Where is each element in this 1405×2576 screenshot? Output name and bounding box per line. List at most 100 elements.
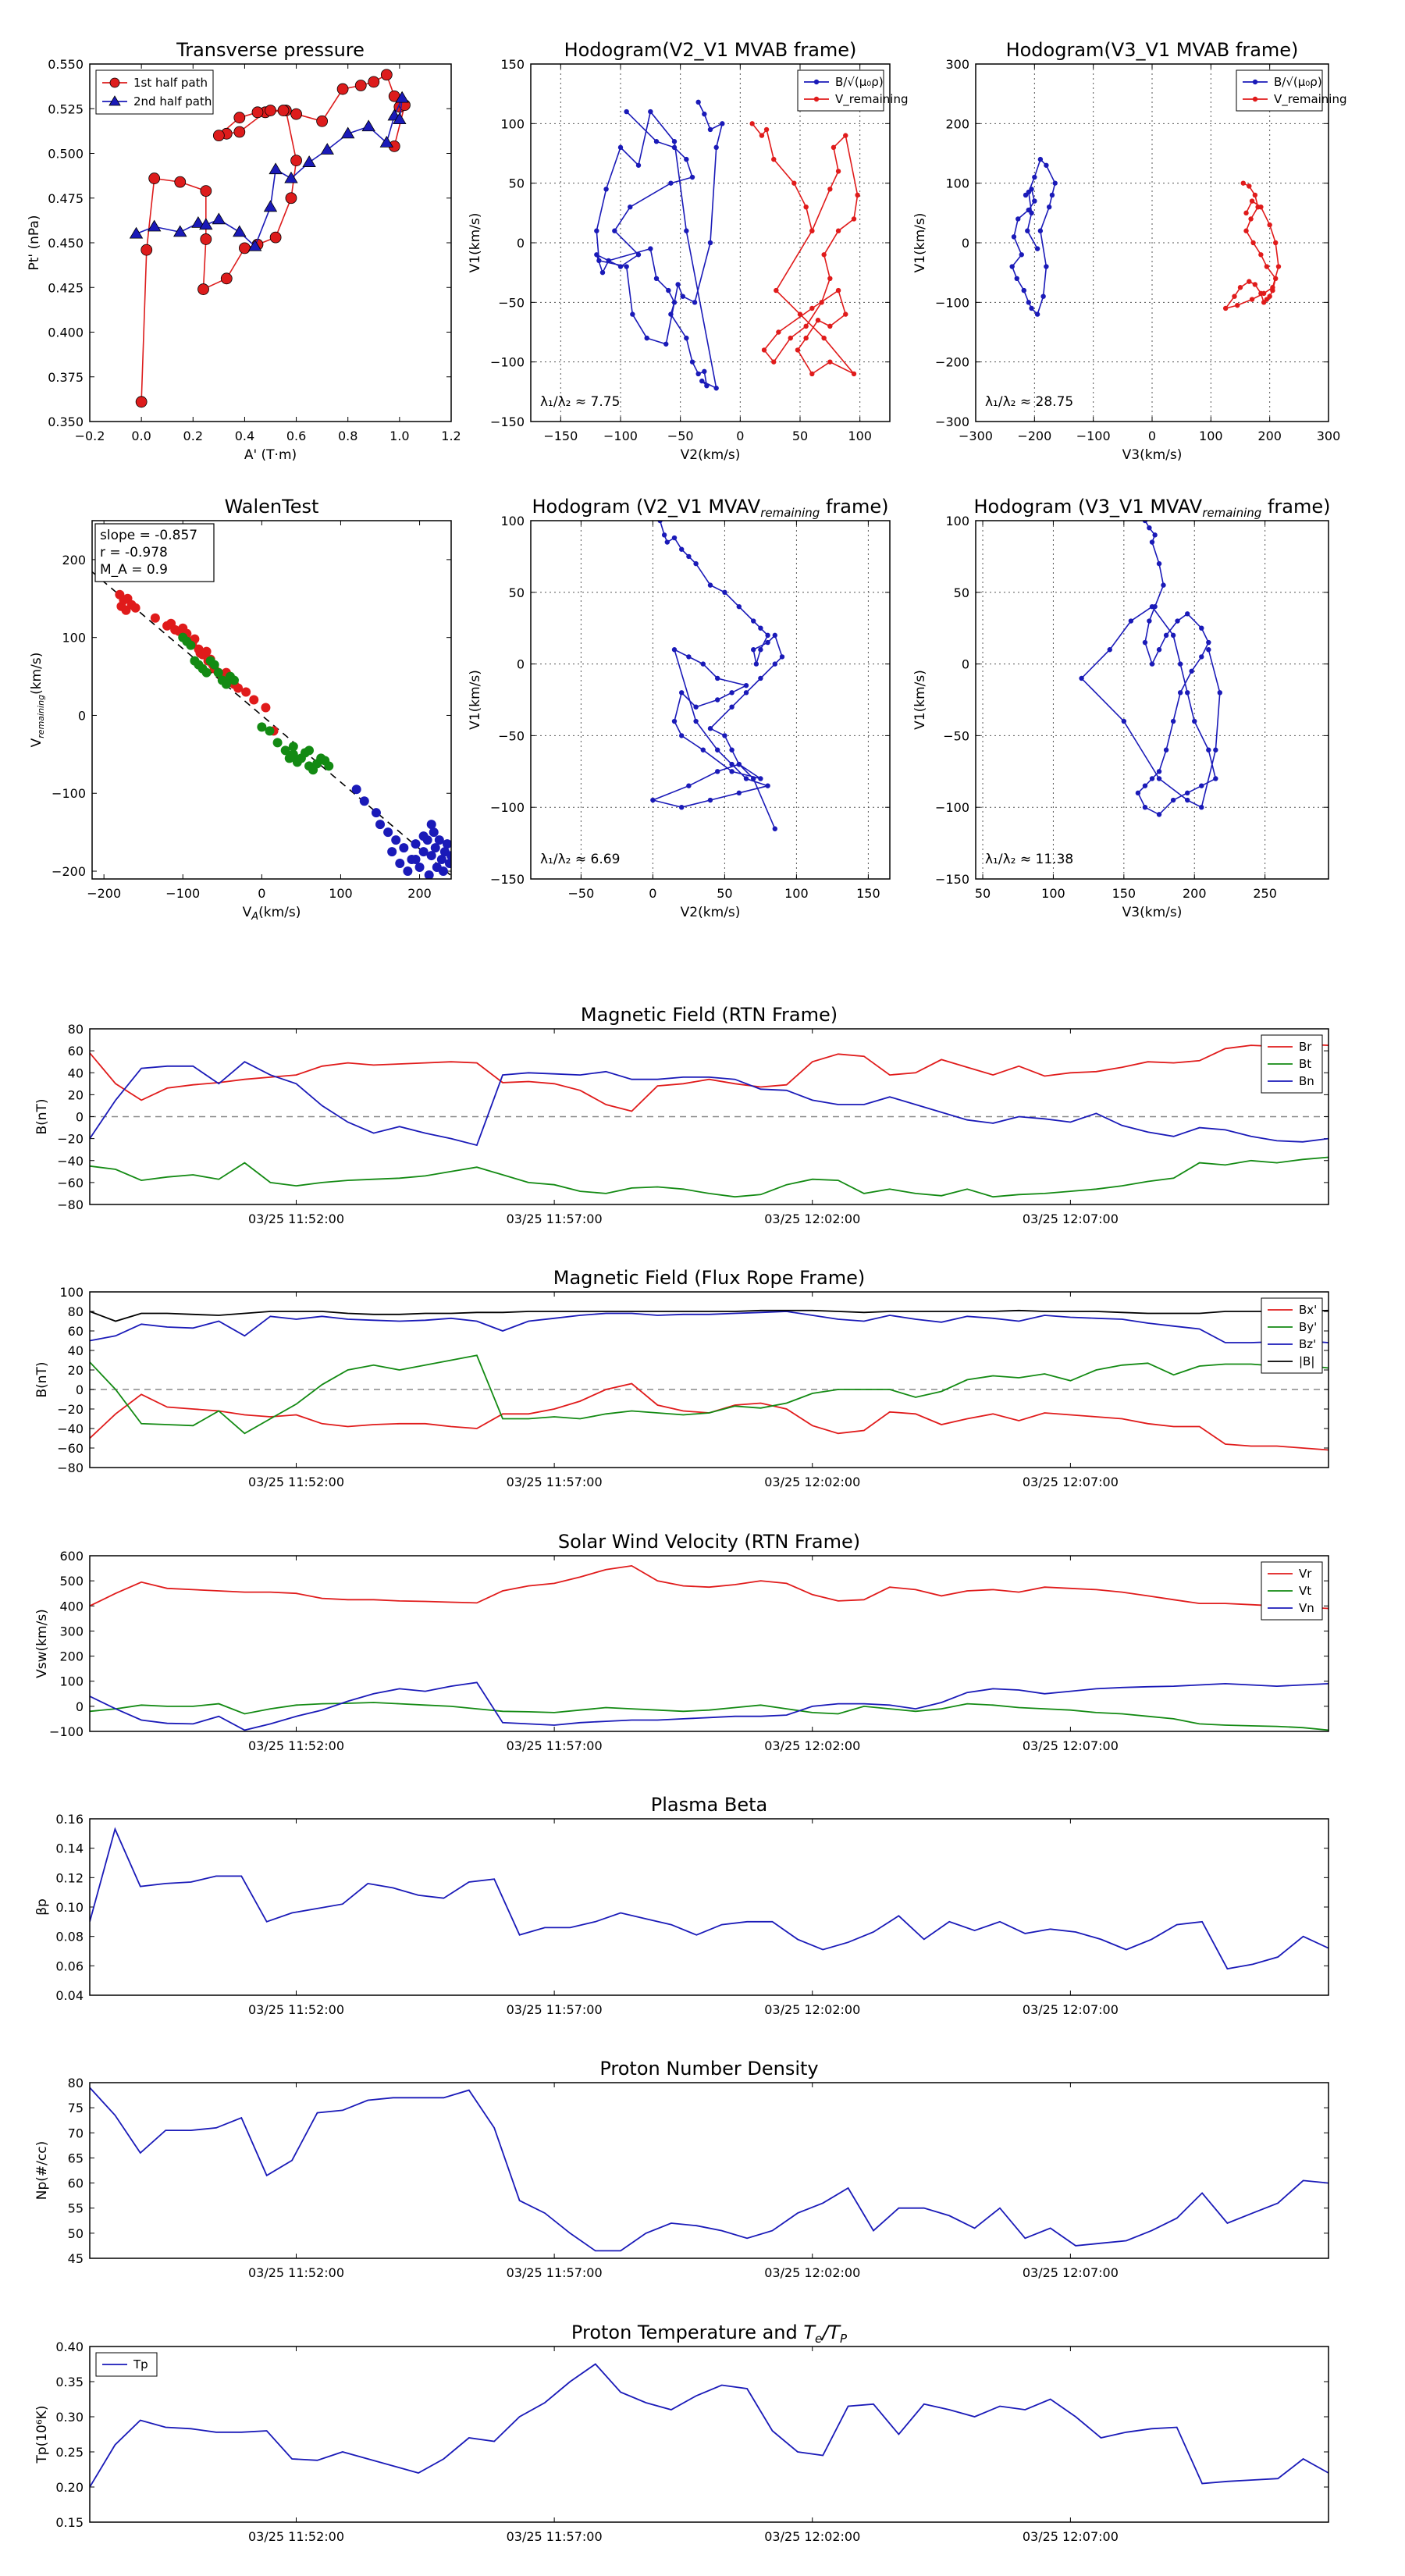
data-point: [689, 359, 695, 365]
title-rest: frame): [820, 496, 888, 518]
data-point: [722, 589, 727, 595]
data-point: [679, 733, 685, 738]
y-tick-label: 0.20: [55, 2480, 84, 2495]
data-point: [1232, 294, 1237, 299]
data-point: [797, 311, 803, 317]
data-point: [1021, 287, 1026, 294]
legend: Vr Vt Vn: [1261, 1561, 1323, 1621]
data-point: [1267, 222, 1272, 228]
data-point: [779, 654, 785, 660]
x-tick-label: 03/25 12:07:00: [1023, 2002, 1119, 2017]
data-point: [212, 130, 225, 142]
data-point: [320, 143, 334, 155]
data-point: [1235, 302, 1240, 308]
x-tick-label: 03/25 12:02:00: [764, 1212, 860, 1226]
series-tp-line: [90, 2363, 1329, 2488]
series-b--line: [1011, 158, 1056, 316]
data-point: [430, 843, 440, 853]
data-point: [1217, 690, 1222, 696]
legend-marker: [109, 77, 120, 88]
y-tick-label: 200: [945, 116, 969, 131]
x-tick-label: 03/25 11:52:00: [248, 2529, 344, 2544]
series-vr-line: [90, 1564, 1329, 1610]
y-tick-label: 80: [68, 1304, 84, 1319]
data-point: [418, 847, 429, 857]
x-tick-label: 03/25 12:07:00: [1023, 1738, 1119, 1753]
x-tick-label: −50: [568, 886, 595, 901]
legend-box: [1236, 69, 1323, 112]
data-point: [213, 667, 223, 678]
data-point: [855, 192, 860, 198]
x-tick-label: −150: [543, 429, 578, 443]
x-tick-label: 03/25 12:02:00: [764, 2529, 860, 2544]
x-tick-label: 250: [1253, 886, 1277, 901]
x-tick-label: 03/25 12:02:00: [764, 1475, 860, 1489]
data-point: [749, 121, 755, 126]
data-point: [442, 839, 451, 849]
data-point: [1142, 521, 1148, 524]
data-point: [1044, 264, 1049, 269]
series-vt-line: [90, 1702, 1329, 1731]
data-point: [1032, 198, 1037, 204]
data-point: [233, 683, 244, 693]
title-slash: /T: [820, 2322, 841, 2343]
y-tick-label: 0: [962, 236, 969, 251]
data-point: [663, 341, 669, 347]
data-point: [653, 276, 660, 281]
x-tick-label: 03/25 11:57:00: [507, 1738, 603, 1753]
data-point: [375, 820, 386, 830]
data-point: [765, 632, 770, 639]
data-point: [1029, 305, 1034, 311]
data-point: [809, 228, 815, 233]
legend: Bx' By' Bz' |B|: [1261, 1297, 1323, 1374]
y-tick-label: 0: [76, 1699, 84, 1714]
legend-label: Bt: [1299, 1057, 1311, 1071]
data-point: [771, 156, 777, 162]
data-point: [1273, 276, 1279, 281]
legend-marker: [813, 96, 820, 102]
data-point: [1273, 240, 1279, 246]
data-point: [715, 697, 720, 703]
data-point: [1170, 718, 1176, 724]
data-point: [695, 371, 701, 377]
data-point: [233, 112, 246, 124]
data-point: [261, 703, 271, 713]
data-point: [1044, 162, 1049, 168]
plot-area: [90, 2087, 1329, 2252]
data-point: [186, 640, 196, 650]
legend: 1st half path 2nd half path: [95, 69, 214, 115]
x-tick-label: 03/25 12:07:00: [1023, 1475, 1119, 1489]
x-tick-label: −100: [165, 886, 200, 901]
y-tick-label: −20: [57, 1132, 84, 1147]
data-point: [1192, 718, 1197, 724]
data-point: [1040, 294, 1046, 299]
y-tick-label: −20: [57, 1402, 84, 1417]
y-tick-label: 100: [59, 1674, 84, 1689]
data-point: [1156, 812, 1162, 817]
data-point: [393, 112, 407, 124]
x-tick-label: 100: [1041, 886, 1065, 901]
data-point: [693, 560, 699, 567]
data-point: [821, 335, 827, 341]
y-tick-label: 65: [68, 2151, 84, 2165]
data-point: [368, 76, 380, 88]
y-tick-label: 0.525: [48, 101, 84, 116]
legend-label: Tp: [133, 2357, 148, 2371]
y-tick-label: 150: [500, 57, 525, 72]
y-tick-label: −40: [57, 1421, 84, 1436]
data-point: [758, 625, 763, 631]
chart-title: Hodogram(V2_V1 MVAB frame): [564, 39, 857, 61]
x-axis-label: V2(km/s): [681, 905, 741, 920]
data-point: [1249, 297, 1255, 302]
data-point: [1026, 189, 1032, 195]
data-point: [403, 866, 413, 877]
eigenvalue-ratio-annotation: λ₁/λ₂ ≈ 6.69: [540, 852, 620, 867]
data-point: [1264, 264, 1270, 269]
x-tick-label: 200: [407, 886, 432, 901]
data-point: [693, 718, 699, 724]
x-tick-label: 03/25 12:02:00: [764, 1738, 860, 1753]
axes-frame: [89, 1291, 1329, 1468]
data-point: [671, 139, 678, 144]
y-axis-label: V1(km/s): [912, 670, 928, 730]
data-point: [671, 144, 678, 151]
